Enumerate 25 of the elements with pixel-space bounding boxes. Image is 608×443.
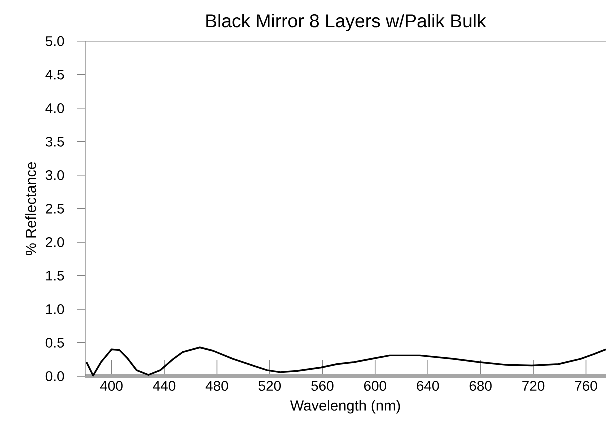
x-tick-label: 600	[364, 381, 386, 392]
y-tick-label: 3.5	[46, 137, 64, 148]
y-tick-label: 2.5	[46, 204, 64, 214]
y-axis-title: % Reflectance	[26, 162, 36, 256]
y-tick-label: 3.0	[46, 170, 64, 181]
x-tick-label: 560	[312, 381, 334, 392]
y-tick-label: 1.5	[46, 271, 64, 282]
x-tick-label: 400	[100, 381, 123, 392]
y-tick-label: 0.5	[46, 338, 64, 348]
line-series	[86, 346, 607, 377]
x-tick-label: 480	[206, 381, 228, 392]
y-tick-label: 4.0	[46, 104, 64, 114]
x-tick-label: 720	[522, 381, 545, 392]
x-axis-title: Wavelength (nm)	[290, 400, 400, 414]
y-tick-label: 0.0	[46, 372, 64, 382]
x-tick-label: 760	[575, 381, 598, 392]
chart-title: Black Mirror 8 Layers w/Palik Bulk	[206, 14, 486, 32]
y-tick-label: 2.0	[46, 238, 64, 248]
x-tick-label: 640	[417, 381, 440, 392]
y-tick-label: 1.0	[46, 304, 64, 315]
y-tick-label: 5.0	[46, 36, 64, 47]
y-tick-label: 4.5	[46, 70, 64, 80]
x-tick-label: 440	[153, 381, 176, 392]
x-tick-label: 680	[470, 381, 492, 392]
x-tick-label: 520	[258, 381, 282, 392]
